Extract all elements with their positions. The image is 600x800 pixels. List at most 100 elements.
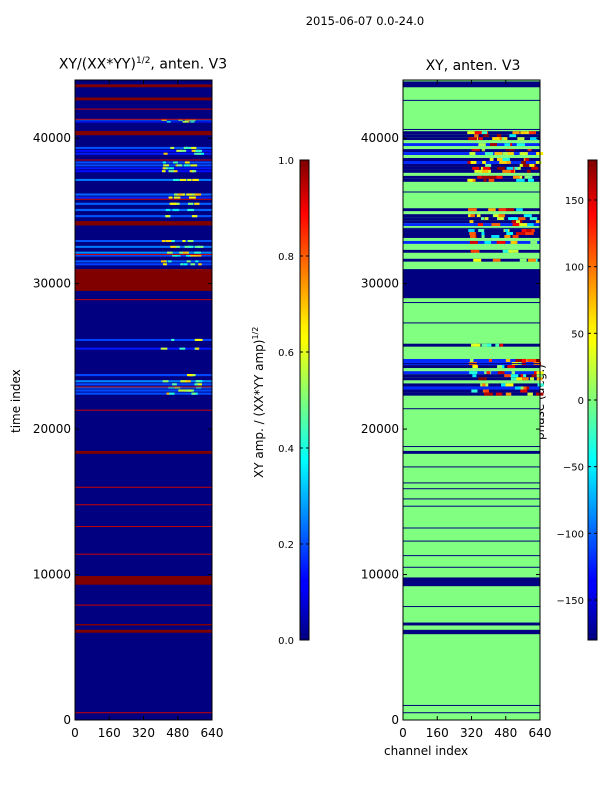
left-speckle (170, 245, 177, 248)
left-colorbar (299, 159, 310, 641)
right-speckle (483, 134, 489, 138)
right-speckle (515, 358, 522, 363)
left-speckle (174, 254, 181, 257)
left-speckle (176, 386, 181, 389)
left-speckle (178, 119, 183, 121)
left-speckle (173, 196, 181, 199)
right-block-row (403, 243, 540, 247)
left-y-tick-label: 0 (63, 713, 71, 727)
right-speckle (510, 374, 519, 378)
right-block-row (403, 163, 540, 167)
right-speckle (468, 208, 477, 212)
left-block-row (75, 240, 212, 243)
right-block-row (403, 143, 540, 147)
left-thin-line (75, 299, 212, 301)
right-block-row (403, 380, 540, 384)
left-speckle (197, 245, 204, 248)
right-speckle (478, 229, 485, 233)
left-speckle (175, 202, 180, 205)
right-speckle (482, 175, 490, 179)
left-speckle (170, 146, 175, 149)
left-speckle (186, 260, 191, 263)
left-heatmap-background (75, 80, 212, 720)
right-block-row (403, 175, 540, 179)
right-colorbar-tick-label: 50 (571, 329, 584, 340)
right-band (403, 81, 540, 88)
right-speckle (516, 220, 520, 224)
left-speckle (194, 251, 201, 254)
right-speckle (535, 358, 541, 363)
left-thin-line (75, 254, 212, 256)
left-block-row (75, 338, 212, 341)
right-y-tick-label: 30000 (361, 277, 399, 291)
right-speckle (471, 389, 478, 393)
left-block-row (75, 161, 212, 164)
right-speckle (488, 175, 497, 179)
left-speckle (166, 121, 171, 123)
right-band (403, 269, 540, 299)
left-speckle (168, 167, 174, 170)
left-speckle (173, 178, 180, 181)
right-x-axis-label: channel index (384, 744, 469, 758)
right-speckle (469, 152, 476, 156)
right-block-row (403, 237, 540, 241)
right-y-tick-label: 10000 (361, 568, 399, 582)
left-speckle (174, 193, 179, 196)
left-colorbar-tick-label: 0.8 (278, 252, 294, 263)
right-speckle (471, 149, 480, 153)
left-speckle (195, 260, 199, 263)
left-speckle (190, 121, 195, 123)
left-band (75, 624, 212, 626)
left-speckle (160, 260, 167, 263)
right-speckle (528, 131, 536, 135)
right-block-row (403, 119, 540, 123)
right-speckle (495, 343, 500, 347)
left-speckle (173, 161, 178, 164)
right-block-row (403, 340, 540, 344)
right-speckle (527, 392, 533, 396)
left-speckle (184, 161, 190, 164)
right-speckle (474, 131, 482, 135)
right-block-row (403, 134, 540, 138)
right-plot-title: XY, anten. V3 (425, 58, 521, 74)
left-speckle (168, 170, 175, 173)
left-speckle (177, 164, 183, 167)
right-speckle (489, 143, 498, 147)
right-speckle (478, 377, 487, 381)
right-speckle (531, 166, 539, 170)
left-speckle (182, 251, 189, 254)
left-speckle (180, 380, 188, 383)
right-block-row (403, 211, 540, 215)
right-block-row (403, 365, 540, 369)
right-x-tick-label: 0 (399, 726, 407, 740)
right-speckle (492, 137, 500, 141)
right-speckle (502, 249, 509, 253)
right-speckle (519, 152, 528, 156)
left-thin-line (75, 386, 212, 388)
left-speckle (172, 208, 180, 212)
right-thin-line (403, 498, 540, 500)
right-thin-line (403, 191, 540, 193)
left-block-row (75, 260, 212, 263)
left-block-row (75, 167, 212, 170)
right-block-row (403, 377, 540, 381)
left-thin-line (75, 504, 212, 506)
right-speckle (469, 358, 474, 363)
left-speckle (191, 170, 197, 173)
right-speckle (529, 217, 537, 221)
right-speckle (523, 374, 527, 378)
left-band (75, 221, 212, 226)
left-band (75, 97, 212, 101)
right-thin-line (403, 505, 540, 507)
right-speckle (520, 131, 528, 135)
right-speckle (527, 258, 536, 262)
right-speckle (501, 383, 508, 387)
right-speckle (517, 137, 525, 141)
right-speckle (498, 217, 503, 221)
right-speckle (469, 240, 478, 244)
right-y-tick-label: 0 (391, 713, 399, 727)
right-speckle (511, 220, 516, 224)
left-speckle (167, 251, 173, 254)
right-speckle (520, 389, 528, 393)
